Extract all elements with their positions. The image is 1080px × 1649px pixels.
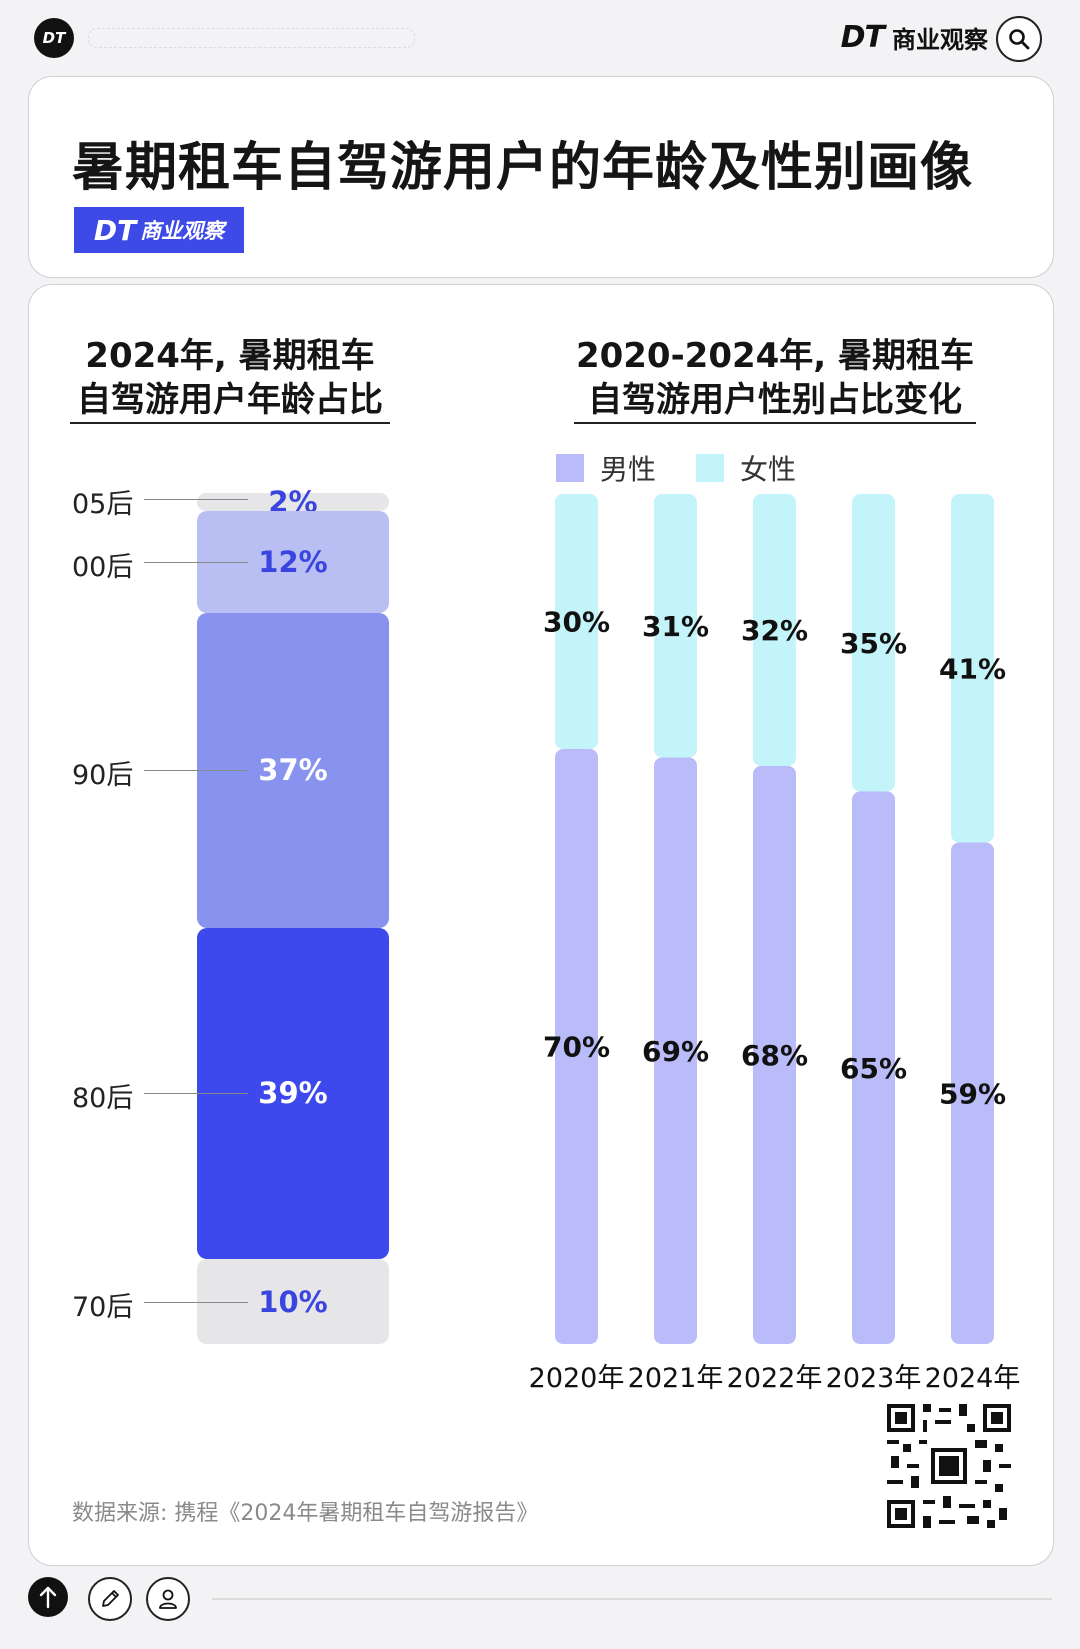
year-label-3: 2023年 bbox=[826, 1363, 922, 1394]
user-icon bbox=[159, 1589, 177, 1609]
male-bar-3 bbox=[852, 791, 895, 1344]
age-label-05: 05后 bbox=[72, 488, 134, 520]
age-label-00: 00后 bbox=[72, 552, 134, 583]
badge-dt-logo: DT bbox=[93, 213, 137, 247]
female-value-3: 35% bbox=[840, 627, 907, 660]
brand-name: 商业观察 bbox=[892, 26, 988, 54]
male-value-3: 65% bbox=[840, 1052, 907, 1085]
brand-badge: DT 商业观察 bbox=[74, 207, 244, 253]
data-source: 数据来源: 携程《2024年暑期租车自驾游报告》 bbox=[72, 1501, 539, 1526]
brand-dt-logo: DT bbox=[840, 20, 885, 55]
profile-button[interactable] bbox=[146, 1577, 190, 1621]
female-value-0: 30% bbox=[543, 606, 610, 639]
male-bar-0 bbox=[555, 749, 598, 1344]
female-bar-4 bbox=[951, 494, 994, 843]
age-chart-title: 2024年, 暑期租车 自驾游用户年龄占比 bbox=[70, 334, 390, 424]
leader-line-90 bbox=[144, 770, 248, 772]
badge-name: 商业观察 bbox=[140, 219, 225, 243]
age-value-70: 10% bbox=[258, 1284, 328, 1319]
female-value-2: 32% bbox=[741, 614, 808, 647]
brand-header: DT 商业观察 bbox=[841, 20, 988, 55]
gender-chart-title-line2: 自驾游用户性别占比变化 bbox=[574, 378, 976, 424]
legend-male-label: 男性 bbox=[600, 453, 657, 486]
leader-line-00 bbox=[144, 562, 248, 563]
legend-female-swatch bbox=[696, 454, 725, 482]
leader-line-80 bbox=[144, 1093, 248, 1095]
legend-female: 女性 bbox=[696, 448, 796, 488]
male-bar-1 bbox=[654, 757, 697, 1344]
male-bar-2 bbox=[753, 766, 796, 1344]
age-label-70: 70后 bbox=[72, 1291, 134, 1323]
app-logo[interactable]: DT bbox=[34, 18, 74, 58]
age-label-80: 80后 bbox=[72, 1083, 134, 1115]
legend-male: 男性 bbox=[556, 448, 656, 488]
qr-code-icon[interactable] bbox=[887, 1404, 1011, 1528]
legend-male-swatch bbox=[556, 454, 584, 482]
male-value-1: 69% bbox=[642, 1035, 709, 1068]
top-bar: DT DT 商业观察 bbox=[0, 0, 1080, 74]
legend-female-label: 女性 bbox=[740, 453, 797, 486]
search-button[interactable] bbox=[996, 16, 1042, 62]
leader-line-05 bbox=[144, 498, 248, 500]
edit-button[interactable] bbox=[88, 1577, 132, 1621]
page-title: 暑期租车自驾游用户的年龄及性别画像 bbox=[72, 138, 974, 198]
female-bar-3 bbox=[852, 494, 895, 792]
gender-stacked-bars: 30% 70% 2020年 31% 69% 2021年 32% 68% 2022年 35% 65% 2… bbox=[529, 494, 1021, 1394]
pencil-icon bbox=[102, 1590, 119, 1607]
gender-chart-title-line1: 2020-2024年, 暑期租车 bbox=[575, 336, 975, 376]
gender-legend: 男性 女性 bbox=[556, 448, 796, 488]
female-bar-1 bbox=[654, 494, 697, 758]
year-label-0: 2020年 bbox=[529, 1363, 625, 1394]
male-value-0: 70% bbox=[543, 1031, 610, 1064]
year-label-2: 2022年 bbox=[727, 1363, 823, 1394]
female-value-4: 41% bbox=[939, 652, 1006, 685]
male-value-4: 59% bbox=[939, 1077, 1006, 1110]
arrow-up-icon bbox=[39, 1586, 57, 1609]
male-bar-4 bbox=[951, 842, 994, 1344]
male-value-2: 68% bbox=[741, 1039, 808, 1072]
age-value-80: 39% bbox=[258, 1076, 328, 1111]
leader-line-70 bbox=[144, 1301, 248, 1303]
female-value-1: 31% bbox=[642, 610, 709, 643]
female-bar-0 bbox=[555, 494, 598, 749]
gender-chart-title: 2020-2024年, 暑期租车 自驾游用户性别占比变化 bbox=[574, 334, 976, 424]
age-label-90: 90后 bbox=[72, 760, 134, 792]
age-chart-title-line2: 自驾游用户年龄占比 bbox=[70, 378, 390, 424]
age-chart-title-line1: 2024年, 暑期租车 bbox=[85, 336, 375, 376]
search-icon bbox=[1009, 29, 1030, 50]
female-bar-2 bbox=[753, 494, 796, 766]
title-placeholder-bar bbox=[88, 28, 415, 48]
bottom-divider bbox=[212, 1598, 1052, 1600]
year-label-1: 2021年 bbox=[628, 1363, 724, 1394]
age-value-00: 12% bbox=[258, 545, 328, 579]
age-value-90: 37% bbox=[258, 753, 328, 788]
scroll-top-button[interactable] bbox=[28, 1577, 68, 1617]
year-label-4: 2024年 bbox=[925, 1363, 1021, 1394]
